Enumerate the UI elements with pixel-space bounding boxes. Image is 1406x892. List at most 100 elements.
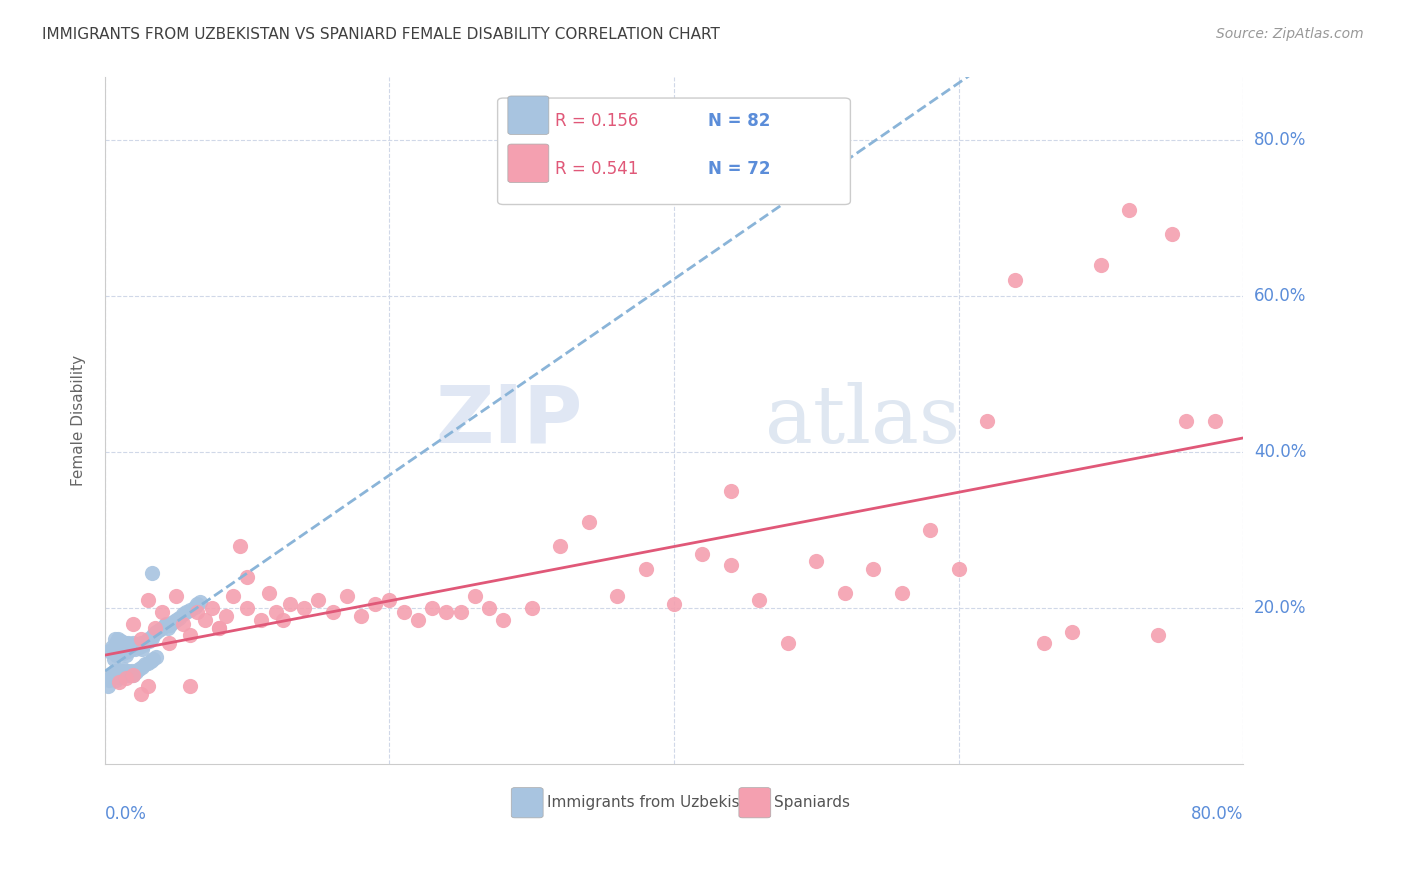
Point [97,679,120,693]
Text: 80.0%: 80.0% [1191,805,1243,823]
Point [118,667,141,681]
Point [122,667,145,681]
Point [134,657,156,672]
Point [110,641,132,656]
Text: Immigrants from Uzbekistan: Immigrants from Uzbekistan [547,795,765,810]
Point [150,621,173,635]
Point [112,647,135,661]
FancyBboxPatch shape [512,788,543,818]
Text: 0.0%: 0.0% [105,805,146,823]
Point [156,621,179,635]
Point [186,605,208,619]
Point [1090,258,1112,272]
Point [111,645,134,659]
Point [107,641,129,656]
Point [1161,227,1184,241]
Point [948,562,970,576]
Point [141,631,163,645]
Point [179,679,201,693]
Point [129,632,152,647]
FancyBboxPatch shape [508,96,548,135]
Point [111,639,134,653]
Point [193,613,215,627]
Point [172,616,194,631]
Point [131,659,153,673]
Point [128,662,150,676]
Point [115,665,138,680]
Point [257,585,280,599]
FancyBboxPatch shape [740,788,770,818]
Text: atlas: atlas [765,382,960,460]
Point [159,618,181,632]
Text: ZIP: ZIP [436,382,583,460]
Text: 80.0%: 80.0% [1254,131,1306,149]
Point [110,634,132,648]
Point [434,605,457,619]
Point [143,621,166,635]
Point [108,667,131,681]
Point [148,623,170,637]
Point [122,616,145,631]
Point [98,673,121,687]
Point [692,547,714,561]
Point [143,626,166,640]
Point [201,601,224,615]
Text: Spaniards: Spaniards [775,795,851,810]
Point [307,593,329,607]
Point [179,628,201,642]
Point [165,613,187,627]
Point [520,601,543,615]
Point [114,667,136,681]
Point [264,605,287,619]
Point [174,605,197,619]
Point [420,601,443,615]
Text: N = 82: N = 82 [709,112,770,129]
Point [121,639,143,653]
Point [132,638,155,652]
Point [406,613,429,627]
Text: 40.0%: 40.0% [1254,443,1306,461]
Point [606,590,628,604]
Point [112,662,135,676]
Point [122,636,145,650]
Point [236,570,259,584]
Point [145,624,167,639]
Point [478,601,501,615]
Point [1032,636,1054,650]
Point [155,616,177,631]
Point [1146,628,1168,642]
Point [108,675,131,690]
Point [129,687,152,701]
Point [131,641,153,656]
Point [157,636,180,650]
Point [136,656,159,670]
Point [136,632,159,647]
Point [378,593,401,607]
Point [188,595,211,609]
Point [748,593,770,607]
Point [103,665,125,680]
Point [145,649,167,664]
Point [136,679,159,693]
Point [104,664,127,678]
Point [162,615,184,630]
Point [117,664,139,678]
FancyBboxPatch shape [498,98,851,204]
Point [172,607,194,622]
Point [150,605,173,619]
Point [115,641,138,656]
Point [111,664,134,678]
Point [336,590,359,604]
Point [118,640,141,655]
Point [129,636,152,650]
Point [98,644,121,658]
Point [250,613,273,627]
Point [720,484,742,499]
Point [114,636,136,650]
Point [350,609,373,624]
Point [834,585,856,599]
Point [141,566,163,580]
Point [1175,414,1198,428]
Point [364,597,387,611]
Point [186,597,208,611]
